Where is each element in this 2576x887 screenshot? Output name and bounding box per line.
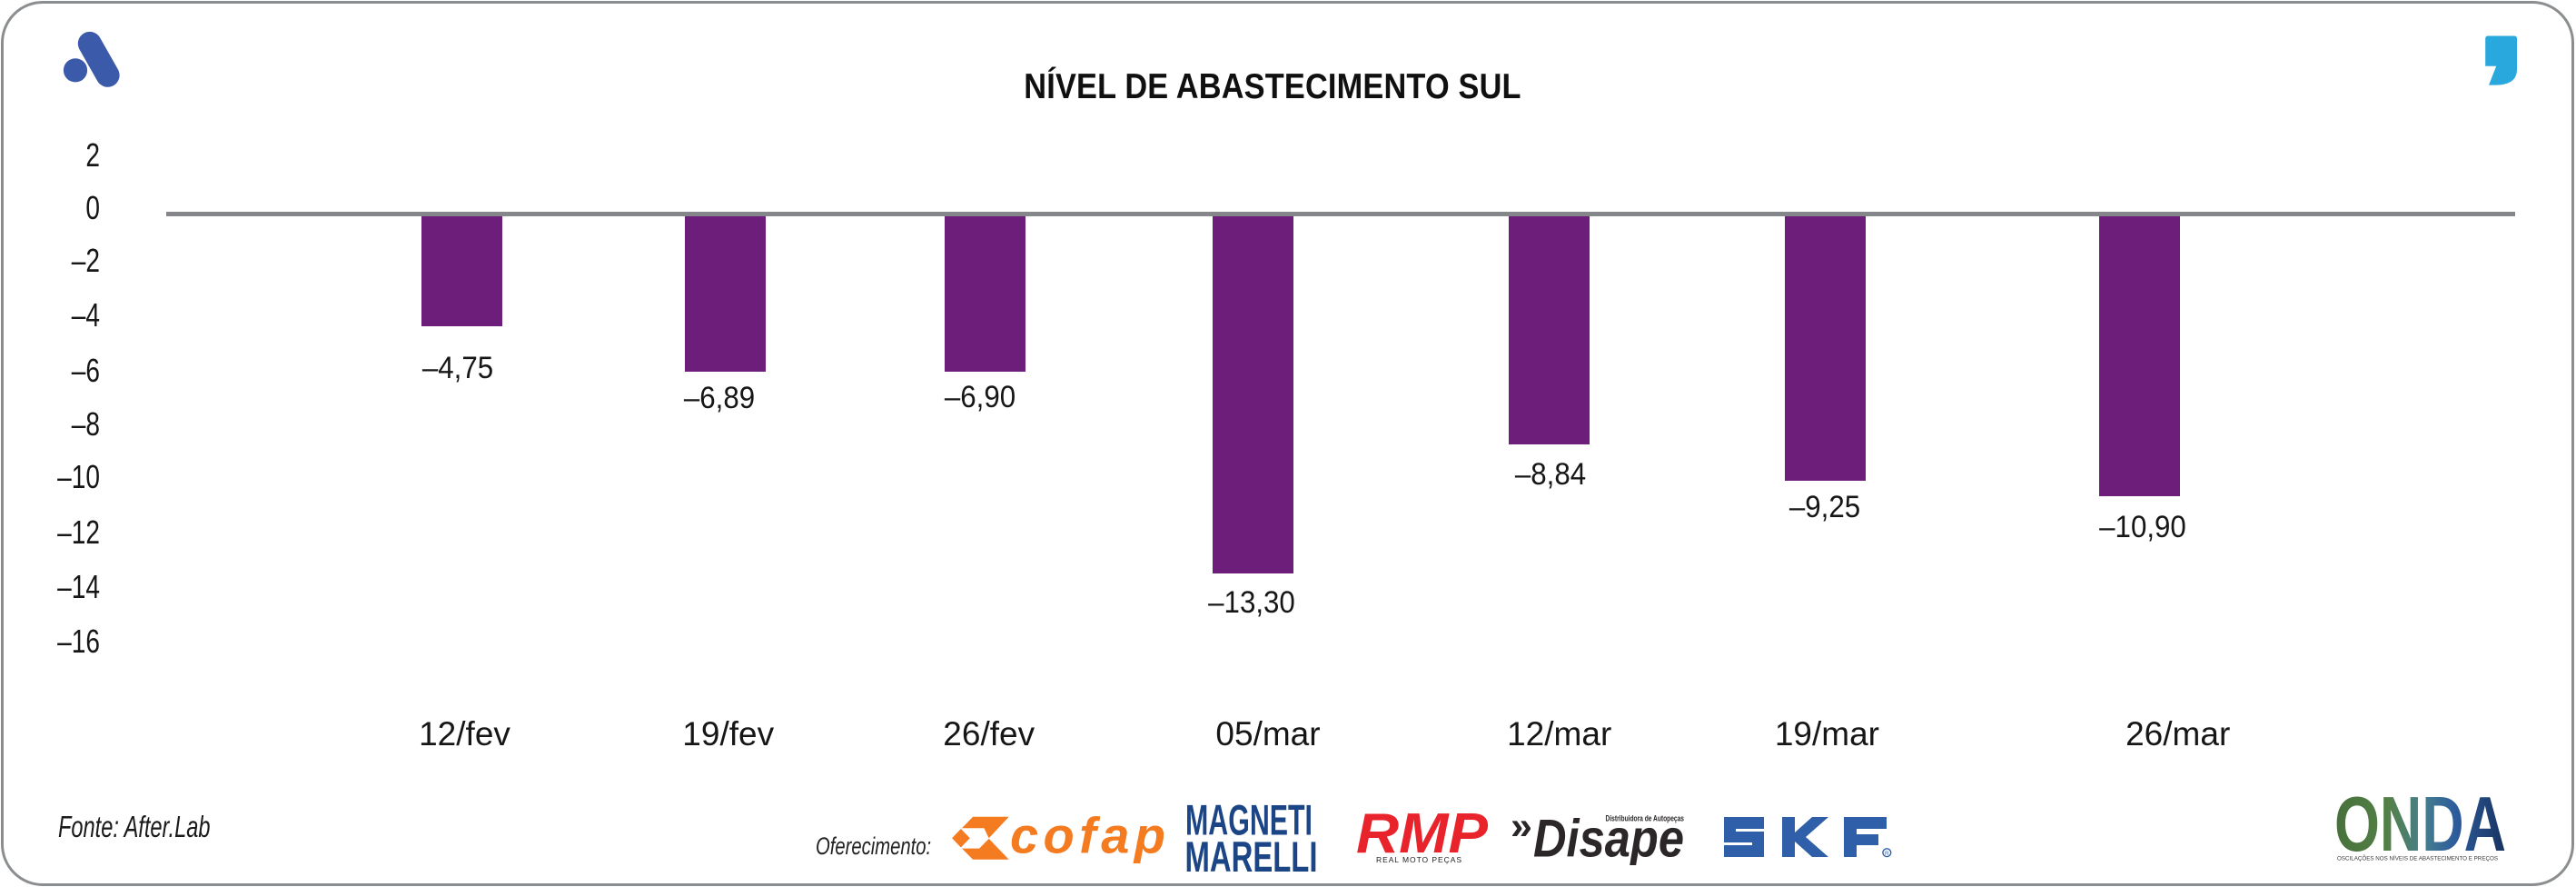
svg-text:MAGNETI: MAGNETI	[1185, 800, 1313, 844]
svg-text:Distribuidora de Autopeças: Distribuidora de Autopeças	[1606, 813, 1685, 822]
svg-text:REAL MOTO PEÇAS: REAL MOTO PEÇAS	[1376, 855, 1461, 864]
svg-text:»: »	[1511, 809, 1532, 848]
svg-text:cofap: cofap	[1010, 814, 1165, 864]
svg-text:OSCILAÇÕES NOS NÍVEIS DE ABAST: OSCILAÇÕES NOS NÍVEIS DE ABASTECIMENTO E…	[2337, 854, 2498, 862]
svg-text:R: R	[1885, 851, 1889, 857]
svg-text:MARELLI: MARELLI	[1185, 832, 1318, 881]
svg-text:Disape: Disape	[1533, 810, 1684, 865]
svg-text:ONDA: ONDA	[2334, 791, 2506, 868]
svg-text:RMP: RMP	[1356, 807, 1489, 865]
